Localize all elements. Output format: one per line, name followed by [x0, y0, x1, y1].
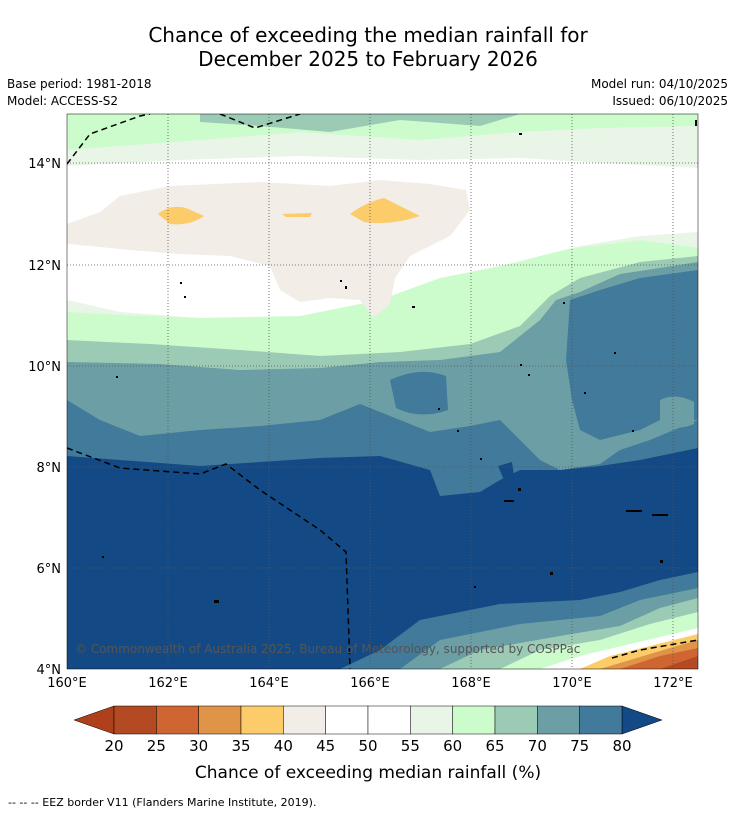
colorbar-tick-40: 40: [274, 737, 293, 755]
colorbar-tick-50: 50: [358, 737, 377, 755]
rainfall-probability-map: [67, 114, 698, 669]
copyright-text: © Commonwealth of Australia 2025, Bureau…: [75, 642, 580, 656]
colorbar-segment-45_50: [325, 705, 369, 735]
lon-tick-170: 170°E: [552, 676, 592, 691]
region-35-40-spot-1: [158, 206, 204, 225]
lon-tick-labels: 160°E 162°E 164°E 166°E 168°E 170°E 172°…: [47, 676, 693, 691]
colorbar-segment-70_75: [537, 705, 580, 735]
colorbar-tick-80: 80: [612, 737, 631, 755]
colorbar-tick-70: 70: [528, 737, 547, 755]
region-65-70-north: [200, 114, 520, 132]
eez-footnote: -- -- -- EEZ border V11 (Flanders Marine…: [8, 796, 317, 809]
lat-tick-6: 6°N: [37, 562, 62, 577]
colorbar-segment-20_25: [113, 705, 157, 735]
lon-tick-160: 160°E: [47, 676, 87, 691]
colorbar-tick-20: 20: [104, 737, 123, 755]
model-run: Model run: 04/10/2025: [590, 77, 728, 91]
title-line-2: December 2025 to February 2026: [198, 47, 538, 71]
colorbar-tick-65: 65: [485, 737, 504, 755]
region-35-40-spot-2: [282, 213, 312, 217]
colorbar-segment-75_80: [579, 705, 623, 735]
colorbar: 20 25 30 35 40 45 50 55 60 65 70 75 80 Chance of exc…: [73, 705, 663, 783]
region-70-75-east-patch: [660, 396, 694, 428]
eez-border: [67, 114, 698, 669]
colorbar-tick-60: 60: [443, 737, 462, 755]
lat-tick-14: 14°N: [28, 157, 61, 172]
colorbar-segment-40_45: [283, 705, 326, 735]
colorbar-segment-35_40: [240, 705, 284, 735]
lat-tick-labels: 14°N 12°N 10°N 8°N 6°N 4°N: [28, 157, 61, 678]
lon-tick-168: 168°E: [451, 676, 491, 691]
colorbar-tick-45: 45: [316, 737, 335, 755]
lon-tick-166: 166°E: [350, 676, 390, 691]
base-period: Base period: 1981-2018: [7, 77, 152, 91]
region-20-25-south: [660, 656, 698, 669]
colorbar-segment-60_65: [452, 705, 496, 735]
lon-tick-164: 164°E: [249, 676, 289, 691]
islands: [102, 120, 697, 603]
colorbar-segments: [113, 705, 623, 735]
colorbar-segment-65_70: [494, 705, 538, 735]
lon-tick-172: 172°E: [653, 676, 693, 691]
region-above-80-spot: [498, 462, 514, 480]
lon-tick-162: 162°E: [148, 676, 188, 691]
model-name: Model: ACCESS-S2: [7, 94, 119, 108]
region-35-40-spot-3: [350, 198, 420, 224]
lat-tick-8: 8°N: [37, 461, 62, 476]
lat-tick-12: 12°N: [28, 259, 61, 274]
colorbar-segment-55_60: [410, 705, 453, 735]
colorbar-tick-labels: 20 25 30 35 40 45 50 55 60 65 70 75 80: [104, 737, 631, 755]
colorbar-tick-35: 35: [231, 737, 250, 755]
colorbar-tick-30: 30: [189, 737, 208, 755]
gridlines: [67, 114, 698, 669]
colorbar-above-80-arrow: [621, 705, 663, 735]
lat-tick-10: 10°N: [28, 360, 61, 375]
issued-date: Issued: 06/10/2025: [612, 94, 728, 108]
colorbar-segment-50_55: [367, 705, 411, 735]
colorbar-title: Chance of exceeding median rainfall (%): [195, 763, 541, 783]
region-75-80-blob: [390, 371, 448, 415]
lat-tick-4: 4°N: [37, 663, 62, 678]
colorbar-tick-25: 25: [147, 737, 166, 755]
colorbar-tick-75: 75: [570, 737, 589, 755]
map-frame: [66, 113, 699, 670]
colorbar-below-20-arrow: [73, 705, 115, 735]
region-75-80-east: [566, 270, 698, 440]
colorbar-segment-30_35: [198, 705, 242, 735]
colorbar-segment-25_30: [156, 705, 199, 735]
colorbar-tick-55: 55: [401, 737, 420, 755]
title-line-1: Chance of exceeding the median rainfall …: [148, 23, 588, 47]
